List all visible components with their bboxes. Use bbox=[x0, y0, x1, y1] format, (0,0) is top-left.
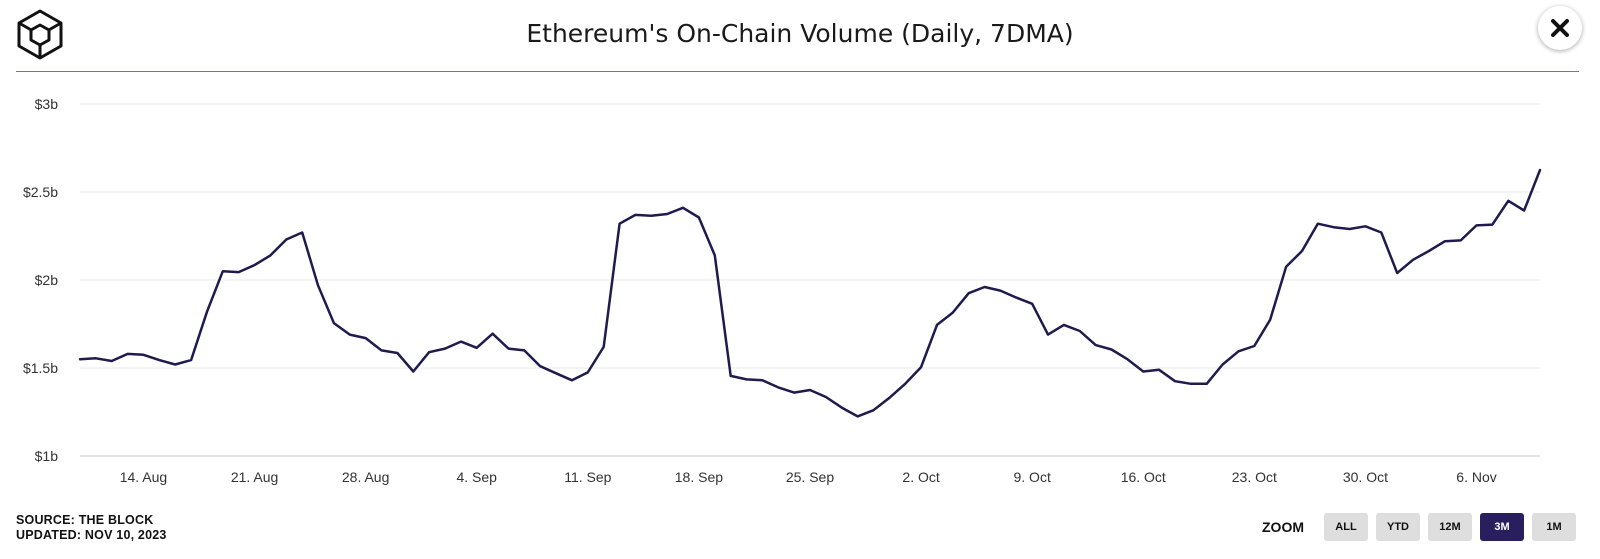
y-tick-label: $1.5b bbox=[23, 360, 58, 376]
source-label: SOURCE: THE BLOCK bbox=[16, 513, 154, 527]
zoom-label: ZOOM bbox=[1262, 519, 1304, 535]
zoom-controls: ZOOM ALL YTD 12M 3M 1M bbox=[1262, 512, 1576, 542]
x-tick-label: 4. Sep bbox=[456, 469, 497, 485]
grid-lines bbox=[80, 103, 1540, 457]
x-tick-label: 18. Sep bbox=[675, 469, 723, 485]
x-tick-label: 21. Aug bbox=[231, 469, 279, 485]
line-chart: $1b $1.5b $2b $2.5b $3b 14. Aug 21. Aug 28. Au… bbox=[23, 96, 1542, 485]
zoom-all-button[interactable]: ALL bbox=[1324, 513, 1368, 541]
updated-label: UPDATED: NOV 10, 2023 bbox=[16, 528, 167, 542]
close-button[interactable] bbox=[1538, 6, 1582, 50]
x-tick-label: 11. Sep bbox=[564, 469, 611, 485]
x-tick-label: 25. Sep bbox=[786, 469, 834, 485]
x-tick-label: 16. Oct bbox=[1121, 469, 1166, 485]
series-line bbox=[78, 168, 1542, 418]
the-block-logo-icon bbox=[14, 8, 66, 60]
x-tick-label: 23. Oct bbox=[1232, 469, 1277, 485]
y-tick-label: $2b bbox=[35, 272, 59, 288]
zoom-3m-button[interactable]: 3M bbox=[1480, 513, 1524, 541]
x-tick-label: 28. Aug bbox=[342, 469, 390, 485]
series-layer bbox=[78, 168, 1542, 418]
x-tick-label: 2. Oct bbox=[902, 469, 939, 485]
y-tick-label: $2.5b bbox=[23, 184, 58, 200]
x-tick-label: 9. Oct bbox=[1013, 469, 1050, 485]
x-tick-label: 30. Oct bbox=[1343, 469, 1388, 485]
y-axis-tick-labels: $1b $1.5b $2b $2.5b $3b bbox=[23, 96, 58, 464]
y-tick-label: $3b bbox=[35, 96, 59, 112]
x-tick-label: 6. Nov bbox=[1456, 469, 1496, 485]
x-tick-label: 14. Aug bbox=[120, 469, 168, 485]
close-icon bbox=[1551, 19, 1569, 37]
title-divider bbox=[16, 71, 1579, 72]
zoom-1m-button[interactable]: 1M bbox=[1532, 513, 1576, 541]
source-note: SOURCE: THE BLOCK UPDATED: NOV 10, 2023 bbox=[16, 513, 167, 543]
chart-title: Ethereum's On-Chain Volume (Daily, 7DMA) bbox=[526, 19, 1074, 48]
y-tick-label: $1b bbox=[35, 448, 59, 464]
zoom-12m-button[interactable]: 12M bbox=[1428, 513, 1472, 541]
zoom-ytd-button[interactable]: YTD bbox=[1376, 513, 1420, 541]
x-axis-tick-labels: 14. Aug 21. Aug 28. Aug 4. Sep 11. Sep 18. Se… bbox=[120, 469, 1497, 485]
